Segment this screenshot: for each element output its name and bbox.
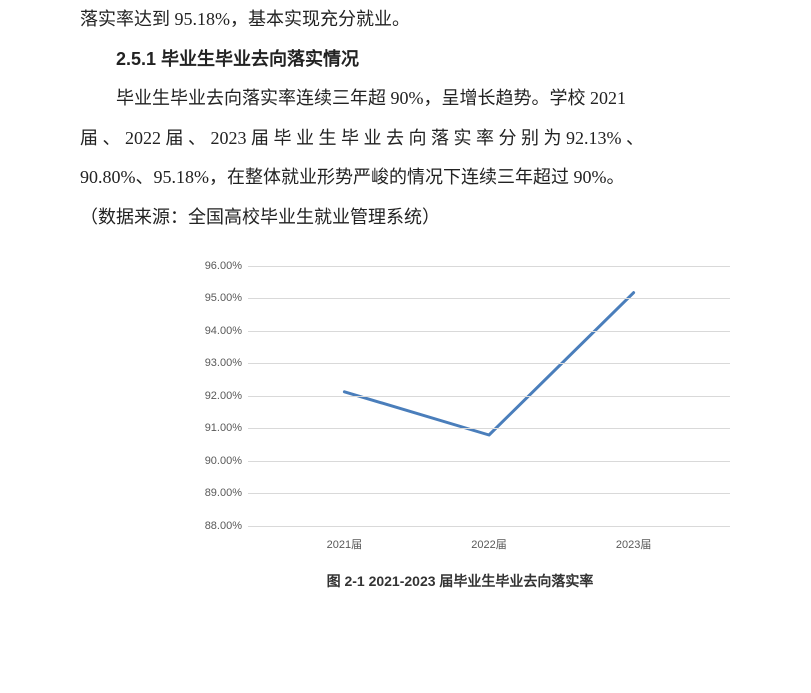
y-tick-label: 90.00% (205, 455, 242, 467)
grid-line (248, 396, 730, 397)
grid-line (248, 298, 730, 299)
grid-line (248, 461, 730, 462)
plot-area (248, 266, 730, 527)
grid-line (248, 493, 730, 494)
y-tick-label: 88.00% (205, 520, 242, 532)
figure-caption: 图 2-1 2021-2023 届毕业生毕业去向落实率 (190, 571, 730, 591)
section-heading-2-5-1: 2.5.1 毕业生毕业去向落实情况 (80, 40, 751, 80)
x-tick-label: 2023届 (616, 536, 651, 552)
text-line: 毕业生毕业去向落实率连续三年超 90%，呈增长趋势。学校 2021 (116, 88, 626, 108)
document-page: 落实率达到 95.18%，基本实现充分就业。 2.5.1 毕业生毕业去向落实情况… (0, 0, 811, 591)
text-line: 落实率达到 95.18%，基本实现充分就业。 (80, 9, 410, 29)
text-line: 届 、 2022 届 、 2023 届 毕 业 生 毕 业 去 向 落 实 率 … (80, 128, 644, 148)
text-line: 90.80%、95.18%，在整体就业形势严峻的情况下连续三年超过 90%。 (80, 167, 624, 187)
paragraph-body: 毕业生毕业去向落实率连续三年超 90%，呈增长趋势。学校 2021 届 、 20… (80, 79, 751, 237)
x-tick-label: 2021届 (327, 536, 362, 552)
grid-line (248, 363, 730, 364)
y-tick-label: 91.00% (205, 422, 242, 434)
y-tick-label: 96.00% (205, 260, 242, 272)
paragraph-intro-continued: 落实率达到 95.18%，基本实现充分就业。 (80, 0, 751, 40)
grid-line (248, 428, 730, 429)
y-tick-label: 95.00% (205, 292, 242, 304)
text-line: （数据来源：全国高校毕业生就业管理系统） (80, 207, 440, 227)
grid-line (248, 331, 730, 332)
y-tick-label: 93.00% (205, 357, 242, 369)
y-axis-labels: 96.00% 95.00% 94.00% 93.00% 92.00% 91.00% 90.0… (190, 260, 248, 532)
grid-line (248, 266, 730, 267)
x-tick-label: 2022届 (471, 536, 506, 552)
line-chart: 96.00% 95.00% 94.00% 93.00% 92.00% 91.00% 90.0… (190, 260, 730, 565)
y-tick-label: 92.00% (205, 390, 242, 402)
y-tick-label: 94.00% (205, 325, 242, 337)
y-tick-label: 89.00% (205, 487, 242, 499)
figure-2-1: 96.00% 95.00% 94.00% 93.00% 92.00% 91.00% 90.0… (190, 260, 730, 591)
